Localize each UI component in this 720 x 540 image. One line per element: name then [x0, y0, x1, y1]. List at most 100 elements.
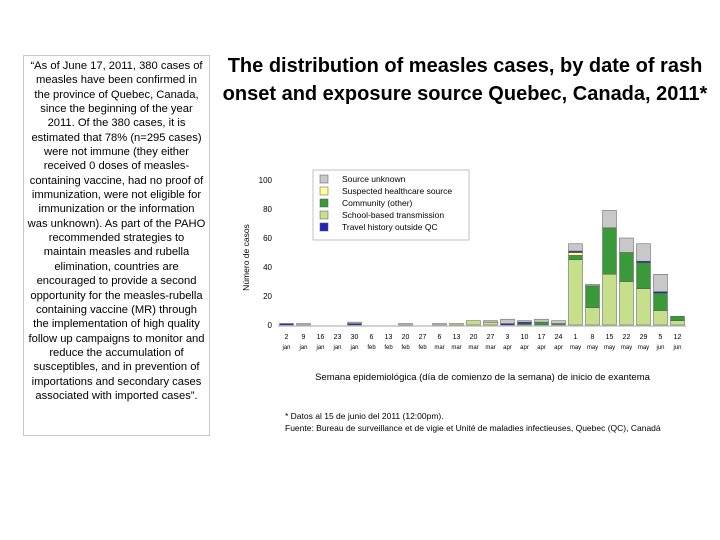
x-tick-label: 5 [659, 334, 663, 341]
bar-segment [619, 252, 634, 282]
x-tick-month: apr [554, 345, 563, 351]
legend-swatch [319, 174, 329, 184]
bar-segment [653, 310, 668, 326]
x-tick-label: 6 [370, 334, 374, 341]
x-tick-month: mar [451, 345, 461, 351]
bar-segment [466, 320, 481, 326]
bar-segment [636, 243, 651, 262]
x-tick-month: jan [332, 345, 341, 351]
y-tick-label: 40 [263, 263, 272, 272]
x-tick-label: 30 [351, 334, 359, 341]
bar-segment [585, 307, 600, 326]
bar-segment [347, 321, 362, 324]
legend-swatch [319, 210, 329, 220]
bar-segment [602, 274, 617, 326]
x-tick-month: apr [537, 345, 546, 351]
bar-segment [449, 323, 464, 326]
x-tick-label: 13 [385, 334, 393, 341]
bar-segment [398, 323, 413, 326]
chart-footnote: * Datos al 15 de junio del 2011 (12:00pm… [285, 410, 705, 434]
x-tick-month: mar [468, 345, 478, 351]
x-tick-label: 10 [521, 334, 529, 341]
bar-segment [619, 237, 634, 253]
bar-segment [585, 284, 600, 287]
x-tick-label: 24 [555, 334, 563, 341]
bar-segment [636, 262, 651, 289]
x-tick-label: 9 [302, 334, 306, 341]
legend-label: Suspected healthcare source [342, 186, 452, 196]
bar-segment [296, 323, 311, 326]
quote-text: “As of June 17, 2011, 380 cases of measl… [27, 60, 206, 402]
bar-segment [483, 321, 498, 326]
bar-segment [585, 285, 600, 308]
bar-segment [534, 321, 549, 326]
bar-segment [551, 320, 566, 324]
x-tick-month: jun [655, 345, 664, 351]
y-axis-label: Número de casos [241, 224, 251, 291]
x-tick-month: may [638, 345, 649, 351]
x-tick-month: may [604, 345, 615, 351]
legend-swatch [319, 198, 329, 208]
x-tick-month: may [621, 345, 632, 351]
x-tick-month: feb [418, 345, 427, 351]
legend-label: Travel history outside QC [342, 222, 438, 232]
x-tick-label: 15 [606, 334, 614, 341]
x-tick-month: apr [520, 345, 529, 351]
x-tick-label: 1 [574, 334, 578, 341]
bar-segment [670, 320, 685, 326]
y-tick-label: 20 [263, 292, 272, 301]
legend-label: Source unknown [342, 174, 406, 184]
x-tick-month: jun [672, 345, 681, 351]
x-tick-month: jan [298, 345, 307, 351]
x-tick-month: may [587, 345, 598, 351]
bar-segment [568, 259, 583, 326]
x-tick-label: 27 [419, 334, 427, 341]
bar-segment [500, 318, 515, 324]
chart-axes: 0 20 40 60 80 100 Número de casos 2 jan 9 jan 1 6 jan… [241, 176, 686, 351]
x-tick-month: jan [281, 345, 290, 351]
x-tick-label: 20 [470, 334, 478, 341]
bar-segment [670, 316, 685, 321]
legend-swatch [319, 186, 329, 196]
bar-segment [602, 210, 617, 229]
y-tick-label: 0 [268, 321, 273, 330]
x-tick-label: 17 [538, 334, 546, 341]
x-tick-label: 27 [487, 334, 495, 341]
bar-segment [534, 318, 549, 323]
y-tick-label: 60 [263, 234, 272, 243]
bar-segment [653, 292, 668, 311]
x-tick-label: 13 [453, 334, 461, 341]
bar-segment [619, 281, 634, 326]
x-tick-month: jan [315, 345, 324, 351]
x-tick-label: 22 [623, 334, 631, 341]
y-tick-label: 80 [263, 205, 272, 214]
x-tick-month: apr [503, 345, 512, 351]
x-tick-month: jan [349, 345, 358, 351]
bar-segment [568, 252, 583, 256]
x-tick-label: 23 [334, 334, 342, 341]
bar-segment [653, 274, 668, 292]
bar-segment [636, 288, 651, 326]
chart-legend: Source unknown Suspected healthcare sourc… [312, 169, 470, 241]
bar-segment [517, 320, 532, 323]
footnote-source: Fuente: Bureau de surveillance et de vig… [285, 423, 661, 433]
legend-label: School-based transmission [342, 210, 444, 220]
x-tick-label: 8 [591, 334, 595, 341]
chart-title: The distribution of measles cases, by da… [222, 55, 708, 105]
x-tick-label: 2 [285, 334, 289, 341]
x-tick-month: feb [401, 345, 410, 351]
legend-box [312, 169, 470, 241]
x-tick-label: 12 [674, 334, 682, 341]
bar-segment [602, 227, 617, 275]
bar-segment [279, 323, 294, 326]
quote-text-box: “As of June 17, 2011, 380 cases of measl… [23, 55, 210, 436]
x-tick-label: 20 [402, 334, 410, 341]
footnote-date: * Datos al 15 de junio del 2011 (12:00pm… [285, 411, 444, 421]
x-tick-label: 3 [506, 334, 510, 341]
x-tick-label: 6 [438, 334, 442, 341]
y-tick-label: 100 [259, 176, 273, 185]
bar-segment [483, 320, 498, 323]
legend-swatch [319, 222, 329, 232]
bar-segment [568, 255, 583, 260]
